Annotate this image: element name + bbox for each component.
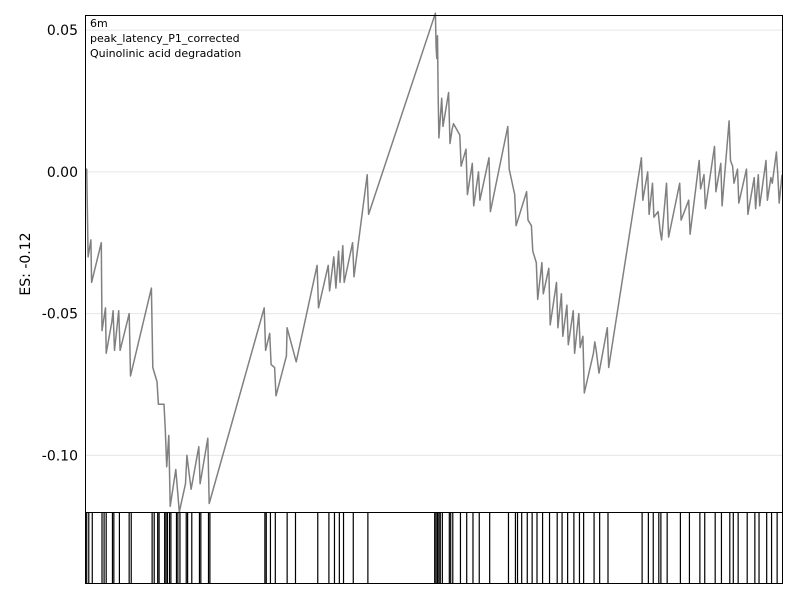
y-tick-label: -0.10: [42, 448, 78, 464]
y-axis-ticks: 0.05 0.00 -0.05 -0.10: [42, 23, 78, 464]
y-tick-label: -0.05: [42, 307, 78, 323]
y-tick-label: 0.05: [47, 23, 78, 39]
annotation-metric: peak_latency_P1_corrected: [90, 32, 240, 45]
plot-frame: [85, 15, 783, 513]
y-axis-label: ES: -0.12: [18, 232, 34, 295]
grid-lines: [86, 29, 782, 456]
enrichment-curve: [85, 12, 783, 513]
annotation-timepoint: 6m: [90, 17, 108, 30]
series-line: [85, 12, 783, 513]
annotation-block: 6m peak_latency_P1_corrected Quinolinic …: [90, 17, 241, 60]
hit-barcode: [86, 513, 778, 583]
y-tick-label: 0.00: [47, 165, 78, 181]
annotation-pathway: Quinolinic acid degradation: [90, 47, 241, 60]
hits-frame: [85, 512, 783, 584]
